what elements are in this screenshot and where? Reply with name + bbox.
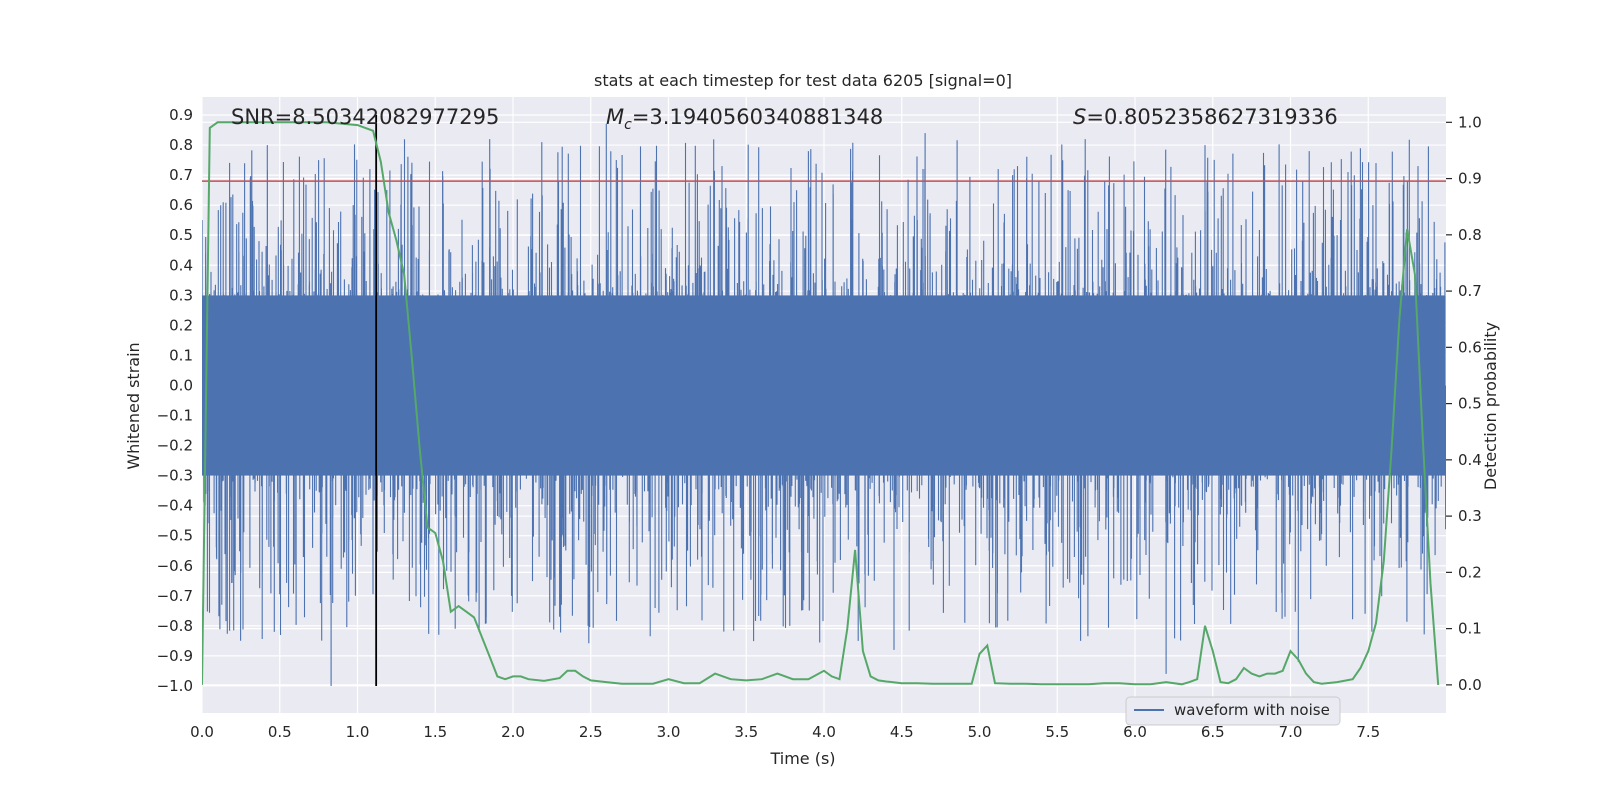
x-tick-label: 4.0 <box>812 723 836 741</box>
y-right-tick-label: 1.0 <box>1458 113 1482 131</box>
detection-probability-line <box>202 121 1440 686</box>
chirp-mass-subscript: c <box>624 117 632 133</box>
y-tick-label: 0.0 <box>169 376 193 394</box>
y-right-tick-label: 0.6 <box>1458 338 1482 356</box>
y-tick-label: 0.4 <box>169 256 193 274</box>
legend-label: waveform with noise <box>1174 701 1330 719</box>
y-tick-label: −0.9 <box>157 647 193 665</box>
y-right-tick-label: 0.7 <box>1458 282 1482 300</box>
snr-annotation: SNR=8.50342082977295 <box>231 105 499 129</box>
y-right-tick-label: 0.0 <box>1458 676 1482 694</box>
y-tick-label: −0.5 <box>157 527 193 545</box>
chirp-mass-annotation: Mc=3.1940560340881348 <box>606 105 883 133</box>
x-tick-label: 5.0 <box>968 723 992 741</box>
x-tick-label: 2.5 <box>579 723 603 741</box>
y-tick-label: 0.3 <box>169 286 193 304</box>
y-tick-label: 0.5 <box>169 226 193 244</box>
x-tick-label: 2.0 <box>501 723 525 741</box>
chart-title: stats at each timestep for test data 620… <box>594 71 1012 90</box>
x-tick-label: 4.5 <box>890 723 914 741</box>
chirp-mass-value: =3.1940560340881348 <box>632 105 883 129</box>
x-tick-label: 3.5 <box>734 723 758 741</box>
y-right-tick-label: 0.1 <box>1458 620 1482 638</box>
x-tick-label: 5.5 <box>1045 723 1069 741</box>
x-tick-label: 6.5 <box>1201 723 1225 741</box>
y-right-tick-label: 0.5 <box>1458 395 1482 413</box>
y-tick-label: 0.2 <box>169 316 193 334</box>
y-axis-label: Whitened strain <box>124 342 143 469</box>
x-tick-label: 6.0 <box>1123 723 1147 741</box>
y-right-axis-ticks: 1.0 0.9 0.8 0.7 0.6 0.5 0.4 0.3 0.2 0.1 0.0 <box>1446 113 1482 694</box>
y-tick-label: 0.8 <box>169 136 193 154</box>
y-tick-label: −0.4 <box>157 497 193 515</box>
y-tick-label: −0.6 <box>157 557 193 575</box>
y-tick-label: −1.0 <box>157 677 193 695</box>
s-symbol: S <box>1073 105 1086 129</box>
x-tick-label: 3.0 <box>657 723 681 741</box>
x-tick-label: 7.5 <box>1356 723 1380 741</box>
y-right-tick-label: 0.3 <box>1458 507 1482 525</box>
x-tick-label: 0.0 <box>190 723 214 741</box>
y-tick-label: −0.1 <box>157 407 193 425</box>
legend-box <box>1125 696 1341 726</box>
x-axis-ticks: 0.0 0.5 1.0 1.5 2.0 2.5 3.0 3.5 4.0 4.5 5.0 5.5 6.0 6… <box>190 723 1380 741</box>
y-tick-label: 0.9 <box>169 106 193 124</box>
s-annotation: S=0.8052358627319336 <box>1073 105 1338 129</box>
x-axis-label: Time (s) <box>769 749 835 768</box>
y-tick-label: −0.8 <box>157 617 193 635</box>
chirp-mass-symbol: M <box>606 105 624 129</box>
y-tick-label: 0.7 <box>169 166 193 184</box>
x-tick-label: 1.5 <box>423 723 447 741</box>
y-tick-label: 0.6 <box>169 196 193 214</box>
y-tick-label: −0.3 <box>157 467 193 485</box>
y-right-tick-label: 0.9 <box>1458 170 1482 188</box>
x-tick-label: 1.0 <box>346 723 370 741</box>
waveform-series <box>202 124 1446 686</box>
y-right-axis-label: Detection probability <box>1481 322 1500 490</box>
y-right-tick-label: 0.2 <box>1458 563 1482 581</box>
s-value: =0.8052358627319336 <box>1086 105 1337 129</box>
legend: waveform with noise <box>1125 696 1341 726</box>
waveform-trace <box>202 124 1446 686</box>
x-tick-label: 0.5 <box>268 723 292 741</box>
y-right-tick-label: 0.8 <box>1458 226 1482 244</box>
y-tick-label: −0.2 <box>157 437 193 455</box>
y-tick-label: 0.1 <box>169 346 193 364</box>
plot-content <box>202 115 1446 686</box>
y-tick-label: −0.7 <box>157 587 193 605</box>
y-right-tick-label: 0.4 <box>1458 451 1482 469</box>
y-axis-ticks: 0.9 0.8 0.7 0.6 0.5 0.4 0.3 0.2 0.1 0.0 −0.1 −0.2 −0… <box>157 106 193 695</box>
x-tick-label: 7.0 <box>1279 723 1303 741</box>
